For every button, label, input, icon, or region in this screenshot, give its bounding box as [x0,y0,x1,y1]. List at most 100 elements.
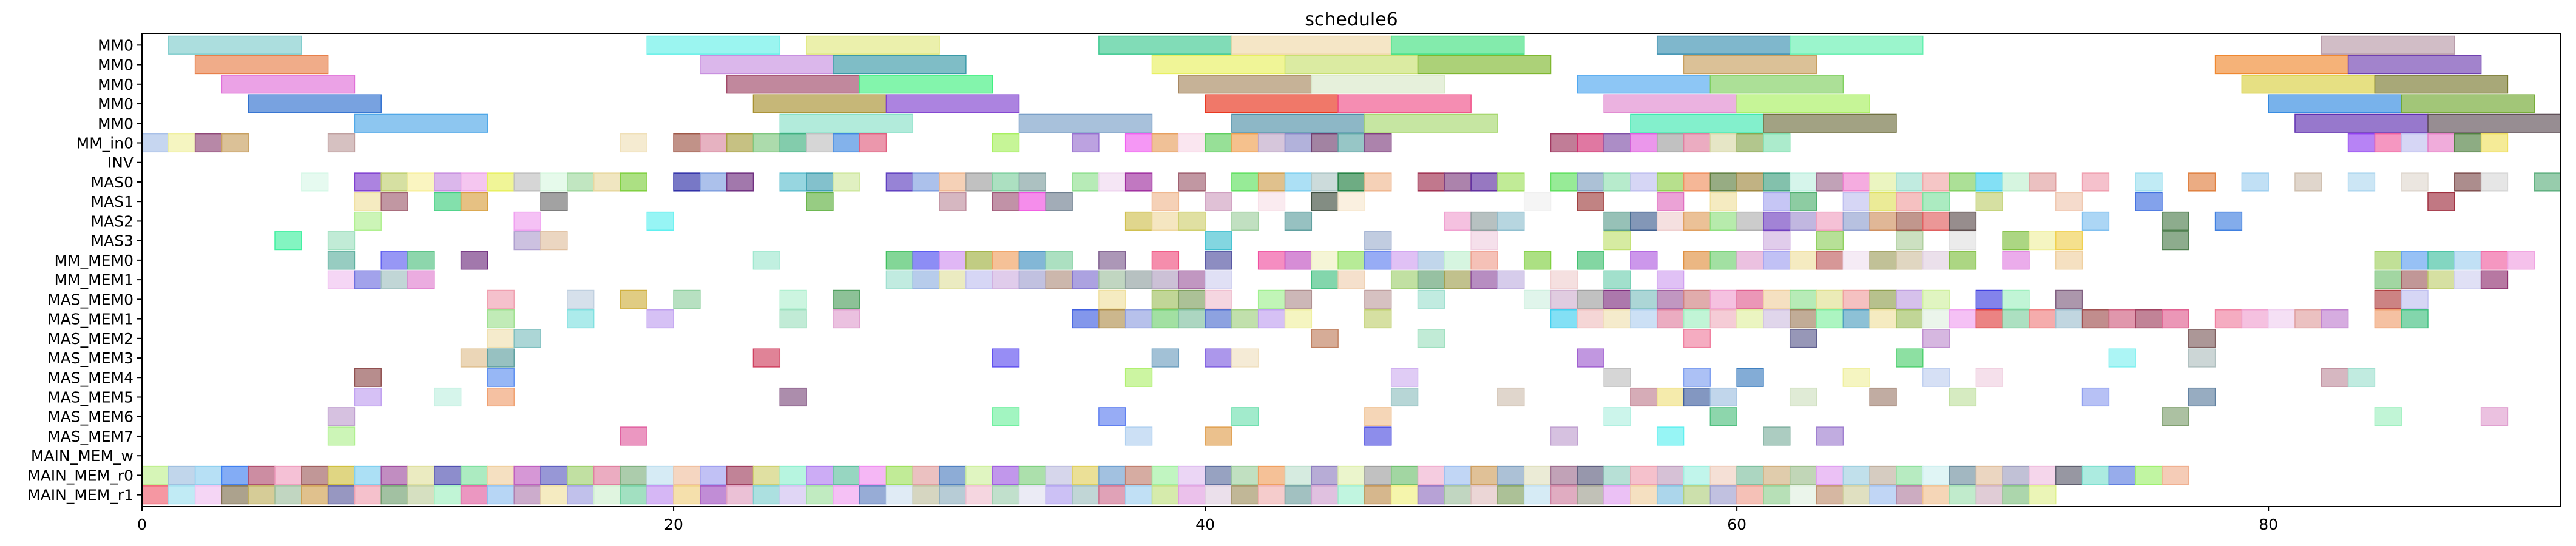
bar-mm-mem0-253 [1683,251,1711,270]
bar-main-mem-r1-590 [1816,485,1844,505]
bar-mm0-29 [885,94,1020,113]
bar-mas-mem4-414 [2321,368,2349,387]
bar-mm-mem0-265 [2055,251,2083,270]
bar-mm0-19 [726,75,860,94]
bar-mas1-175 [1869,192,1897,211]
bar-mm-mem0-264 [2002,251,2030,270]
bar-main-mem-r0-463 [487,465,515,485]
bar-mm0-33 [1736,94,1870,113]
bar-mas0-132 [1763,172,1791,192]
bar-mas-mem3-401 [1896,348,1924,368]
bar-main-mem-r0-525 [2135,465,2163,485]
bar-mas0-116 [1284,172,1313,192]
bar-mas-mem2-388 [1417,329,1445,348]
bar-mm-mem1-290 [1337,270,1365,289]
bar-mas-mem4-404 [354,368,382,387]
bar-mas-mem0-321 [1603,289,1631,309]
bar-mm0-7 [1789,35,1924,55]
bar-main-mem-r0-486 [1098,465,1126,485]
bar-mm-mem0-240 [1205,251,1232,270]
bar-mas0-100 [726,172,754,192]
bar-main-mem-r1-585 [1683,485,1711,505]
bar-mm-mem0-230 [752,251,781,270]
bar-mas-mem0-307 [673,289,701,309]
bar-main-mem-r0-491 [1231,465,1259,485]
bar-main-mem-r1-559 [992,485,1020,505]
bar-main-mem-r0-519 [1975,465,2003,485]
bar-main-mem-r1-541 [513,485,541,505]
bar-main-mem-r0-477 [859,465,887,485]
bar-mas1-170 [1656,192,1685,211]
bar-mas-mem1-339 [487,309,515,329]
bar-mas0-112 [1124,172,1153,192]
y-tick-label: MAS2 [91,212,134,230]
bar-mm-mem0-247 [1417,251,1445,270]
bar-mm-mem1-303 [2480,270,2509,289]
bar-mas-mem0-334 [1975,289,2003,309]
bar-mas-mem1-378 [2214,309,2243,329]
bar-mas-mem5-419 [779,387,807,407]
bar-main-mem-r0-452 [194,465,223,485]
bar-mas-mem1-367 [1896,309,1924,329]
bar-mas-mem1-364 [1816,309,1844,329]
bar-main-mem-r0-502 [1523,465,1552,485]
bar-mas-mem1-340 [567,309,595,329]
bar-mm0-5 [1390,35,1525,55]
bar-mas0-86 [301,172,329,192]
bar-main-mem-r1-542 [540,485,568,505]
bar-mas3-212 [513,231,541,251]
bar-mas-mem0-304 [487,289,515,309]
bar-mas3-214 [1205,231,1232,251]
bar-mas2-182 [354,211,382,231]
bar-main-mem-r1-530 [221,485,249,505]
bar-mm-in0-67 [1284,133,1313,153]
bar-mm-mem1-272 [327,270,356,289]
bar-mas0-103 [833,172,860,192]
bar-main-mem-r0-488 [1151,465,1180,485]
bar-mm-in0-85 [2480,133,2509,153]
bar-main-mem-r1-584 [1656,485,1685,505]
bar-mas0-139 [1949,172,1977,192]
bar-mm-in0-66 [1257,133,1286,153]
bar-mas2-200 [1789,211,1817,231]
bar-mas-mem1-365 [1842,309,1870,329]
bar-main-mem-r0-454 [248,465,276,485]
bar-mas1-179 [2055,192,2083,211]
bar-mm-in0-64 [1205,133,1232,153]
bar-main-mem-r1-587 [1736,485,1764,505]
bar-main-mem-r0-500 [1470,465,1498,485]
y-tick-label: MAS_MEM0 [47,291,134,308]
bar-main-mem-r1-582 [1603,485,1631,505]
bar-main-mem-r1-579 [1523,485,1552,505]
bar-mas-mem0-331 [1869,289,1897,309]
bar-main-mem-r0-522 [2055,465,2083,485]
bar-mm-mem0-259 [1842,251,1870,270]
bar-mm-in0-72 [1577,133,1604,153]
bar-mm-mem1-295 [1497,270,1525,289]
bar-mas2-191 [1470,211,1498,231]
bar-main-mem-r1-593 [1896,485,1924,505]
bar-main-mem-r1-592 [1869,485,1897,505]
bar-mm-mem0-268 [2427,251,2455,270]
bar-mas-mem0-336 [2055,289,2083,309]
bar-main-mem-r0-476 [833,465,860,485]
bar-mm-in0-50 [620,133,647,153]
bar-mm-in0-84 [2454,133,2482,153]
bar-main-mem-r1-591 [1842,485,1870,505]
bar-mas-mem5-427 [1869,387,1897,407]
bar-main-mem-r1-589 [1789,485,1817,505]
bar-mas-mem7-446 [1550,426,1578,446]
bar-mas0-125 [1577,172,1604,192]
bar-mm0-26 [2374,75,2509,94]
bar-mm-mem1-289 [1311,270,1339,289]
bar-main-mem-r1-586 [1709,485,1737,505]
bar-mas-mem2-386 [513,329,541,348]
bar-mas-mem0-326 [1736,289,1764,309]
bar-mas1-153 [354,192,382,211]
bar-main-mem-r0-481 [965,465,993,485]
bar-mas1-172 [1763,192,1791,211]
bar-mm-mem1-281 [1018,270,1047,289]
y-tick-label: MM0 [98,36,134,54]
bar-main-mem-r1-597 [2002,485,2030,505]
